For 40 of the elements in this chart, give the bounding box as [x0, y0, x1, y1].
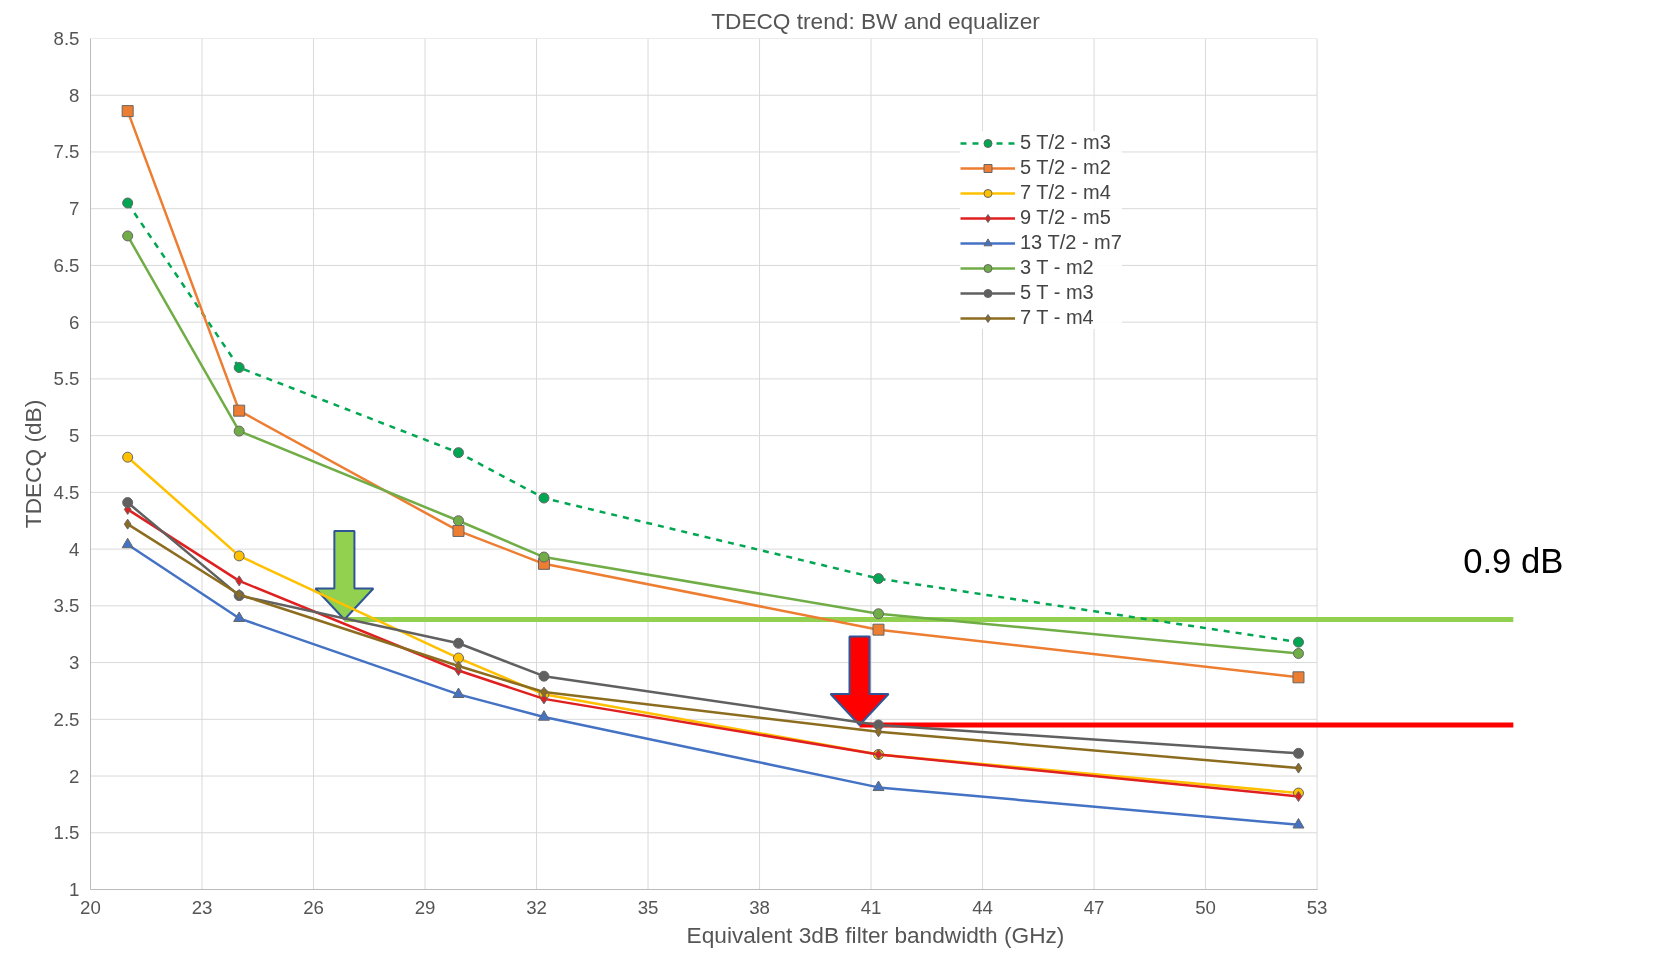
legend-label: 5 T/2 - m2	[1020, 156, 1111, 179]
y-tick-label: 3.5	[53, 595, 80, 617]
x-tick-label: 44	[972, 896, 993, 918]
x-tick-label: 47	[1083, 896, 1105, 918]
legend-label: 5 T/2 - m3	[1020, 131, 1111, 154]
y-tick-label: 1	[69, 879, 80, 900]
x-tick-label: 38	[749, 896, 770, 918]
x-tick-label: 35	[637, 896, 659, 918]
x-tick-label: 53	[1306, 896, 1328, 918]
x-tick-label: 41	[860, 896, 882, 918]
x-axis-title: Equivalent 3dB filter bandwidth (GHz)	[686, 921, 1065, 948]
y-tick-label: 3	[69, 652, 80, 674]
y-tick-label: 1.5	[53, 822, 80, 844]
y-tick-label: 8	[69, 84, 80, 106]
y-tick-label: 7	[69, 198, 80, 220]
y-axis-title: TDECQ (dB)	[19, 399, 46, 529]
y-tick-label: 8.5	[53, 28, 80, 49]
legend-label: 7 T/2 - m4	[1020, 181, 1111, 204]
legend-label: 13 T/2 - m7	[1020, 231, 1122, 254]
y-tick-label: 6.5	[53, 254, 80, 276]
text: 0.9 dB	[1463, 541, 1564, 580]
legend-label: 5 T - m3	[1020, 281, 1094, 304]
legend-label: 3 T - m2	[1020, 256, 1094, 279]
x-tick-label: 23	[191, 896, 213, 918]
y-tick-label: 5	[69, 425, 80, 447]
y-tick-label: 5.5	[53, 368, 80, 390]
x-tick-label: 32	[526, 896, 547, 918]
y-tick-label: 2.5	[53, 708, 80, 730]
y-tick-label: 4	[69, 538, 80, 560]
y-tick-label: 6	[69, 311, 80, 333]
legend-label: 7 T - m4	[1020, 306, 1094, 329]
legend-label: 9 T/2 - m5	[1020, 206, 1111, 229]
y-tick-label: 4.5	[53, 481, 80, 503]
chart-title: TDECQ trend: BW and equalizer	[711, 7, 1041, 34]
x-tick-label: 20	[80, 896, 101, 918]
y-tick-label: 7.5	[53, 141, 80, 163]
x-tick-label: 50	[1195, 896, 1216, 918]
y-tick-label: 2	[69, 765, 80, 787]
x-tick-label: 29	[414, 896, 436, 918]
x-tick-label: 26	[303, 896, 324, 918]
